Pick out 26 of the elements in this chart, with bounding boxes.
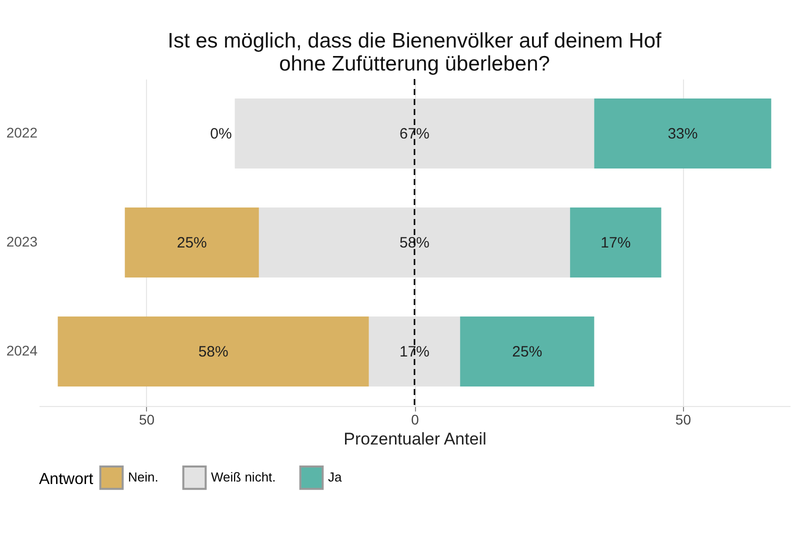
legend-label: Nein.: [128, 470, 158, 485]
data-label: 58%: [399, 234, 430, 252]
bar: [594, 98, 772, 168]
x-tick-label: 50: [675, 412, 692, 428]
data-label: 25%: [512, 344, 542, 360]
bar: [570, 208, 662, 278]
annotation: 0%: [210, 126, 232, 142]
x-tick-label: 50: [138, 412, 155, 428]
data-label: 58%: [198, 344, 228, 360]
chart-title: Ist es möglich, dass die Bienenvölker auf deinem Hof ohne Zufütterung überleben?: [168, 29, 662, 76]
legend-label: Ja: [328, 470, 342, 485]
data-label: 33%: [668, 126, 698, 142]
bar: [460, 316, 594, 386]
bar: [124, 208, 259, 278]
y-tick-label: 2024: [6, 342, 38, 358]
bar: [58, 316, 369, 386]
x-tick-label: 0: [411, 412, 420, 428]
data-label: 17%: [399, 344, 430, 360]
x-axis-title: Prozentualer Anteil: [344, 430, 486, 448]
y-tick-label: 2023: [6, 234, 38, 250]
data-label: 67%: [399, 126, 430, 142]
data-label: 17%: [600, 234, 631, 252]
data-label: 25%: [176, 234, 207, 252]
legend-title: Antwort: [39, 471, 94, 488]
legend-label: Weiß nicht.: [211, 470, 276, 485]
y-tick-label: 2022: [6, 124, 38, 140]
